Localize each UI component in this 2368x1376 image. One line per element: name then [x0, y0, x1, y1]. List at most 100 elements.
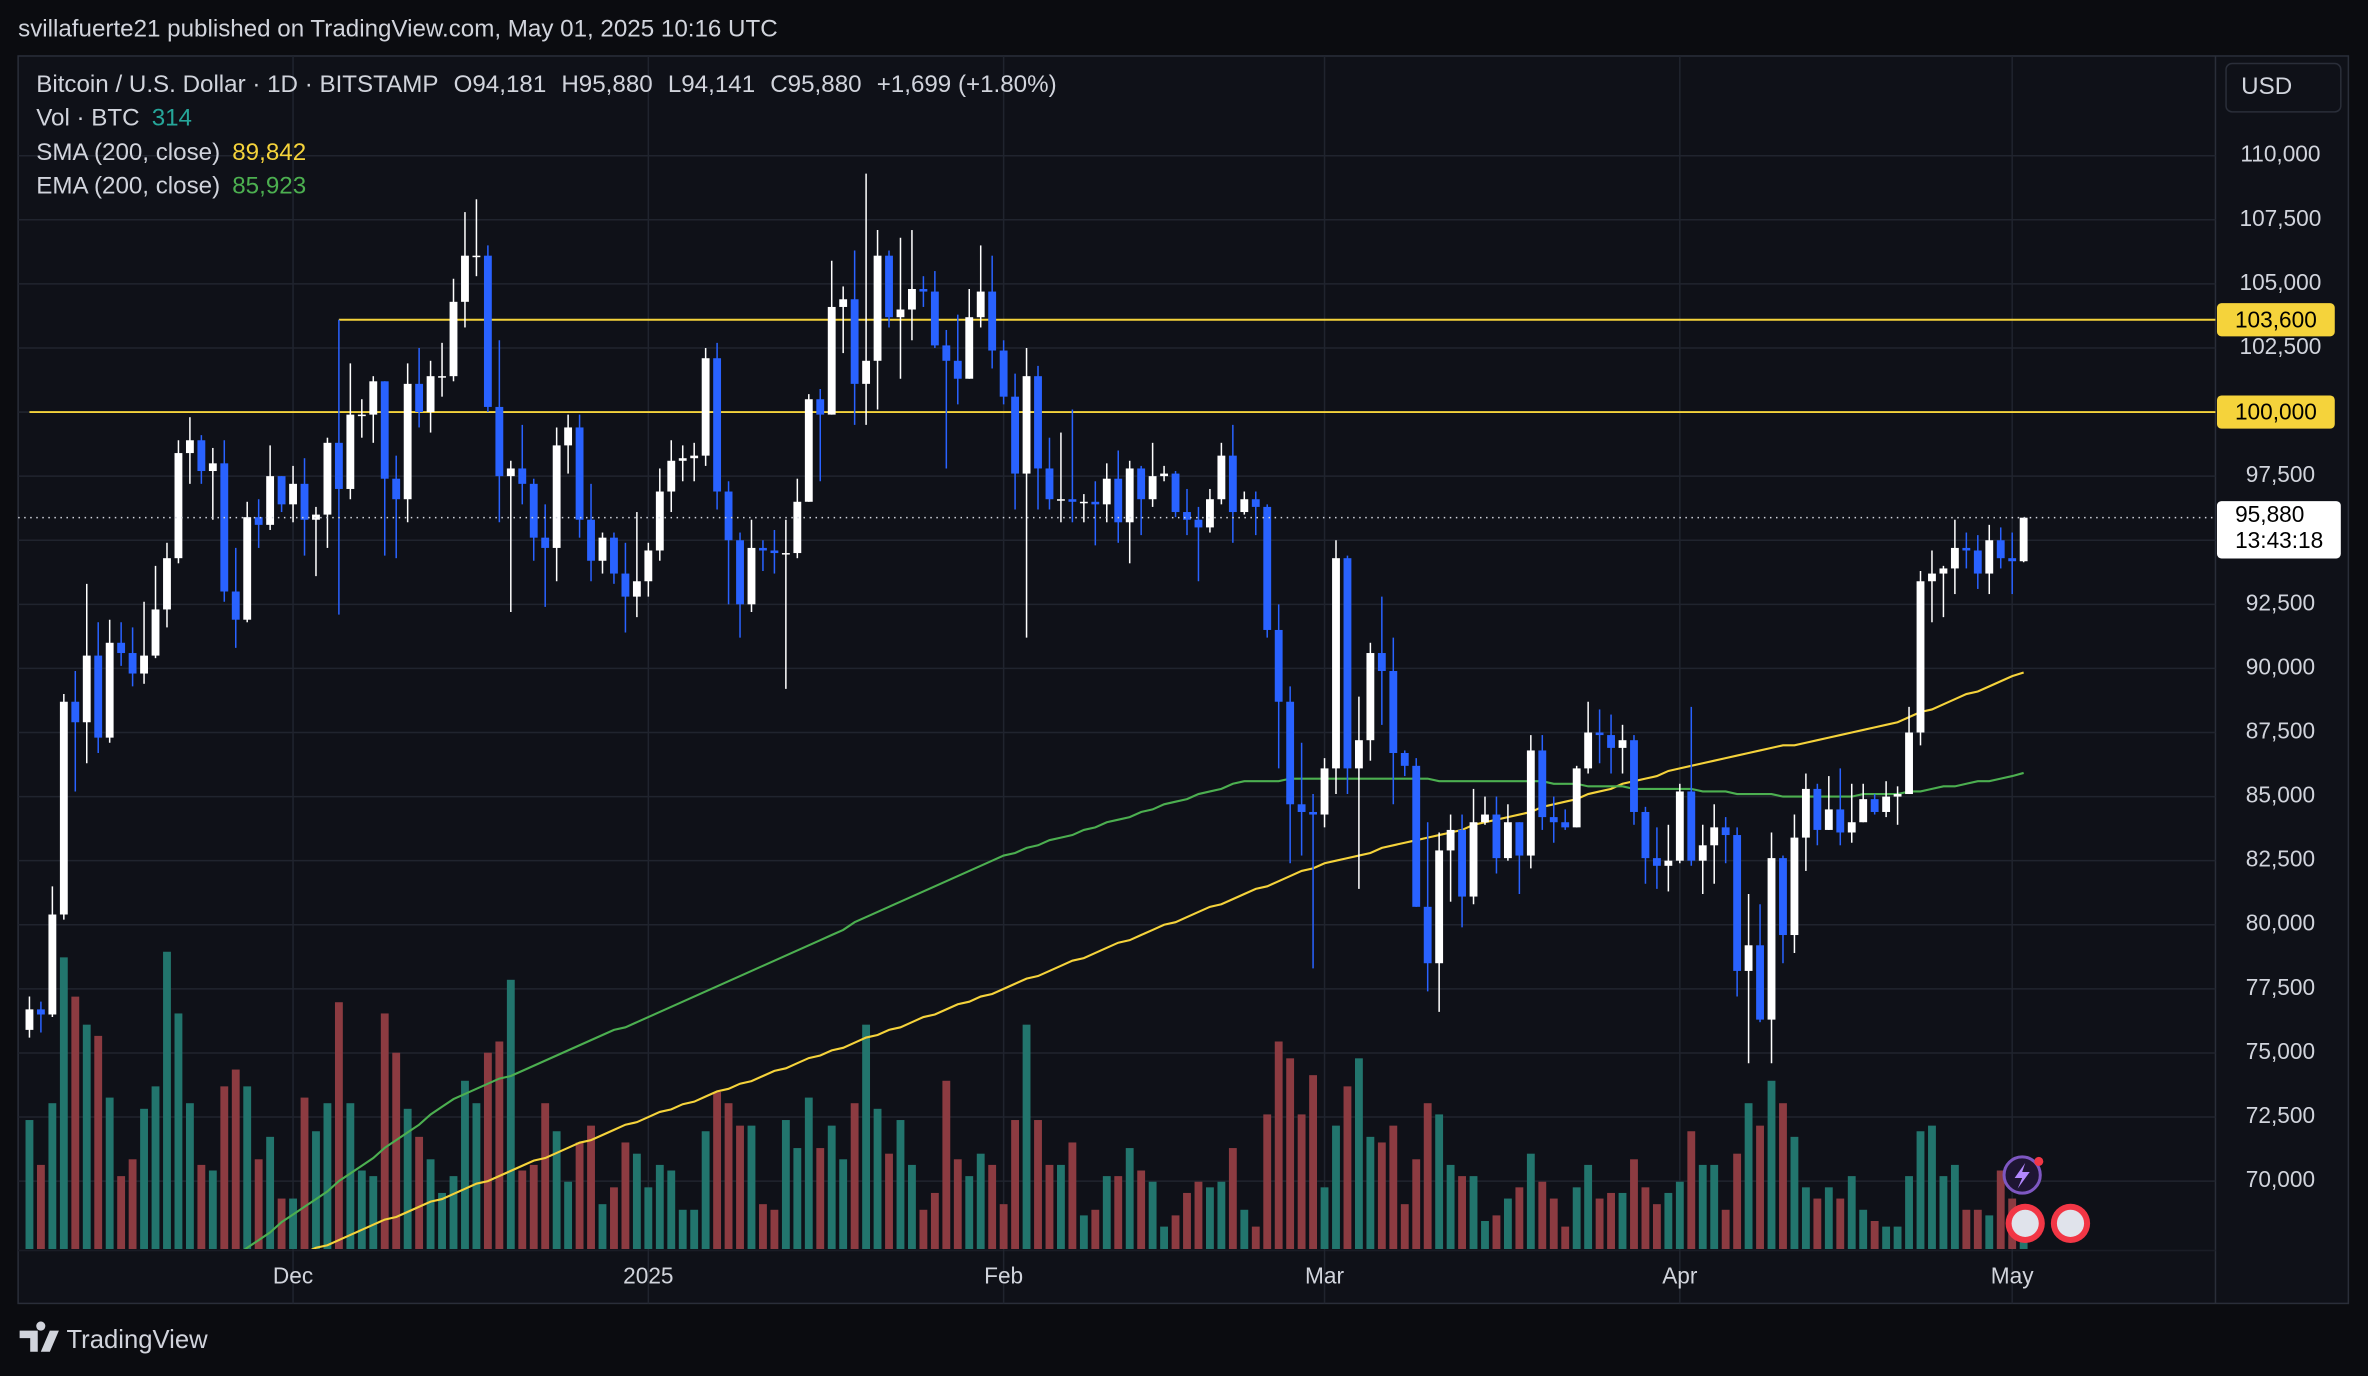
volume-bar	[1870, 1220, 1879, 1250]
brand-logo: TradingView	[19, 1321, 208, 1354]
price-axis: 70,000 72,500 75,000 77,500 80,000 82,500 85,0…	[273, 141, 2341, 1289]
y-tick-label: 85,000	[2246, 782, 2315, 808]
y-tick-label: 72,500	[2246, 1102, 2315, 1128]
candle-body	[610, 537, 618, 574]
candle-body	[667, 460, 676, 492]
candle-body	[1939, 568, 1948, 574]
volume-bar	[1217, 1181, 1226, 1250]
volume-bar	[1423, 1103, 1432, 1250]
candle-body	[1916, 581, 1925, 733]
volume-bar	[1503, 1198, 1512, 1250]
volume-bar	[1996, 1170, 2005, 1250]
candle-body	[2019, 517, 2028, 562]
volume-bar	[1412, 1159, 1421, 1250]
volume-bar	[1343, 1086, 1352, 1250]
candle-body	[461, 255, 469, 302]
volume-bar	[690, 1209, 699, 1250]
candle-body	[1389, 670, 1398, 754]
volume-bar	[816, 1148, 825, 1250]
candle-body	[2008, 558, 2017, 562]
candle-body	[1068, 499, 1077, 502]
currency-button[interactable]	[2225, 62, 2342, 113]
volume-bar	[1102, 1176, 1111, 1250]
volume-bar	[781, 1120, 790, 1250]
volume-bar	[804, 1097, 813, 1250]
volume-bar	[1584, 1164, 1593, 1250]
volume-bar	[94, 1035, 103, 1250]
candle-body	[82, 655, 91, 723]
volume-bar	[105, 1097, 114, 1250]
candle-body	[415, 383, 424, 413]
candle-body	[1882, 796, 1891, 812]
candle-body	[1137, 468, 1146, 500]
volume-bar	[724, 1103, 733, 1250]
candle-body	[1572, 768, 1581, 828]
volume-bar	[1125, 1148, 1134, 1250]
volume-last: 314	[152, 105, 192, 132]
volume-bar	[587, 1125, 595, 1250]
candle-body	[1205, 499, 1214, 528]
candle-body	[174, 453, 183, 559]
candle-body	[1584, 732, 1593, 769]
volume-bar	[850, 1103, 859, 1250]
candle-body	[781, 553, 790, 555]
volume-bar	[1664, 1192, 1673, 1250]
x-tick-label: 2025	[623, 1263, 673, 1289]
y-tick-label: 75,000	[2246, 1038, 2315, 1064]
volume-bar	[965, 1176, 974, 1250]
volume-bar	[1137, 1170, 1146, 1250]
volume-bar	[1882, 1226, 1891, 1250]
candle-body	[1779, 858, 1787, 936]
publisher-line: svillafuerte21 published on TradingView.…	[18, 16, 778, 43]
candle-body	[1630, 740, 1638, 812]
volume-bar	[919, 1209, 928, 1250]
candle-body	[346, 414, 355, 489]
volume-bar	[1194, 1181, 1203, 1250]
volume-bar	[71, 996, 80, 1250]
candle-body	[94, 655, 103, 738]
volume-bar	[1274, 1041, 1283, 1250]
candle-body	[1996, 540, 2005, 559]
candle-body	[953, 360, 962, 379]
volume-bar	[1286, 1058, 1295, 1250]
candle-body	[564, 427, 573, 446]
legend-symbol: Bitcoin / U.S. Dollar · 1D · BITSTAMP O94…	[36, 72, 1056, 99]
volume-bar	[1710, 1164, 1719, 1250]
volume-bar	[449, 1176, 458, 1250]
candle-body	[1549, 817, 1558, 823]
volume-bar	[1515, 1187, 1524, 1250]
volume-bar	[140, 1108, 148, 1250]
volume-bar	[713, 1091, 722, 1250]
candle-body	[1045, 468, 1054, 500]
candle-body	[621, 573, 630, 597]
volume-bar	[1916, 1131, 1925, 1250]
volume-bar	[930, 1192, 939, 1250]
candle-body	[736, 540, 744, 605]
candle-body	[71, 701, 80, 723]
volume-bar	[678, 1209, 687, 1250]
candle-body	[827, 306, 836, 415]
volume-bar	[392, 1052, 401, 1250]
volume-bar	[1366, 1136, 1375, 1250]
candle-body	[873, 255, 882, 361]
volume-bar	[415, 1136, 424, 1250]
legend-ema: EMA (200, close) 85,923	[36, 173, 306, 200]
candle-body	[1664, 860, 1673, 866]
candle-body	[598, 537, 607, 561]
candle-body	[1458, 829, 1466, 897]
volume-bar	[1435, 1114, 1444, 1250]
candle-body	[1228, 455, 1237, 513]
candle-body	[334, 442, 343, 489]
volume-bar	[1859, 1209, 1868, 1250]
volume-bar	[1228, 1148, 1237, 1250]
volume-bar	[518, 1170, 527, 1250]
volume-bar	[1572, 1187, 1581, 1250]
candle-body	[1354, 740, 1363, 769]
ohlc-high: H95,880	[561, 72, 652, 99]
volume-bar	[1756, 1125, 1764, 1250]
volume-bar	[862, 1024, 871, 1250]
volume-bar	[736, 1125, 744, 1250]
volume-bar	[426, 1159, 435, 1250]
currency-label[interactable]: USD	[2241, 73, 2292, 100]
candle-body	[392, 478, 401, 500]
